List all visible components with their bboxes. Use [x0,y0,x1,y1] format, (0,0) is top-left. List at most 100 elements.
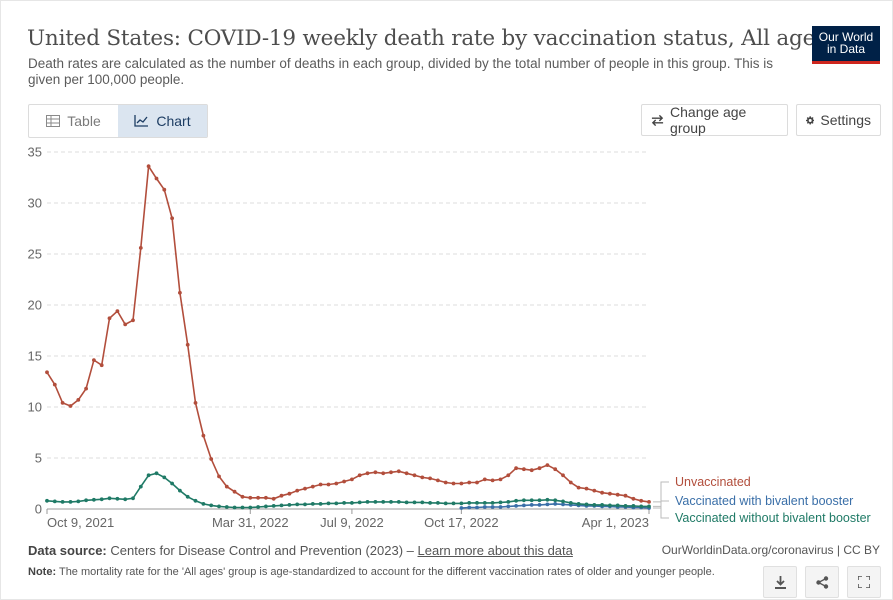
download-icon [774,575,786,589]
tab-table-label: Table [67,113,101,129]
data-point [232,489,237,494]
data-point [326,482,331,487]
data-point [92,358,96,362]
data-point [193,401,198,405]
data-point [185,494,190,499]
data-point [178,290,182,295]
data-point [357,500,362,505]
x-tick-label: Oct 9, 2021 [47,515,114,530]
x-tick-label: Jul 9, 2022 [320,515,384,530]
data-point [545,463,550,467]
settings-button[interactable]: Settings [796,104,881,136]
data-point [99,497,104,502]
data-point [561,473,565,478]
data-point [568,501,573,505]
data-point [84,386,88,391]
data-point [131,318,135,323]
data-point [490,501,495,505]
data-point [545,497,550,502]
legend-label[interactable]: Unvaccinated [675,475,751,489]
data-point [608,491,612,496]
legend-label[interactable]: Vaccinated without bivalent booster [675,511,871,525]
tab-table[interactable]: Table [29,105,118,137]
data-point [475,505,479,510]
data-point [482,477,487,482]
settings-label: Settings [820,112,871,128]
data-point [631,504,636,508]
data-point [248,505,253,510]
data-point [310,502,315,506]
data-point [45,370,49,375]
fullscreen-button[interactable] [847,566,881,598]
data-point [76,499,81,504]
y-tick-label: 0 [35,502,42,517]
citation[interactable]: OurWorldinData.org/coronavirus | CC BY [661,543,880,557]
data-point [592,503,597,507]
data-point [584,502,589,507]
y-tick-label: 25 [28,247,42,262]
data-point [240,505,245,510]
data-point [412,500,417,505]
series-line-2 [46,472,649,509]
change-age-group-button[interactable]: Change age group [641,104,788,136]
legend-connector [653,505,669,519]
data-point [326,501,331,506]
data-point [467,501,472,505]
tab-chart[interactable]: Chart [118,105,207,137]
data-point [287,491,292,496]
data-point [522,467,526,472]
data-point [334,481,339,486]
data-point [287,503,292,507]
data-point [123,497,128,502]
learn-more-link[interactable]: Learn more about this data [417,543,573,558]
data-point [115,309,120,313]
data-point [310,484,315,489]
data-point [350,477,354,482]
data-point [420,500,425,505]
data-point [459,506,464,510]
data-point [92,497,96,502]
data-point [522,498,526,503]
data-point [154,471,159,476]
change-age-group-label: Change age group [670,104,747,136]
data-point [514,466,518,471]
data-point [60,500,65,504]
data-point [185,342,190,347]
data-point [342,501,346,505]
owid-logo[interactable]: Our World in Data [812,26,880,64]
data-point [170,216,175,221]
data-point [529,503,534,507]
data-point [576,485,581,490]
data-point [162,475,167,480]
data-point [201,502,206,506]
legend-label[interactable]: Vaccinated with bivalent booster [675,494,853,508]
data-point [138,246,143,250]
data-point [209,503,214,508]
data-point [498,477,503,482]
data-point [443,501,448,506]
data-point [318,482,323,487]
note-label: Note: [28,566,57,578]
source-label: Data source: [28,543,107,558]
series-line-0 [46,163,650,503]
legend-connector [653,481,669,503]
data-point [639,504,644,509]
data-point [107,496,112,501]
data-point [576,502,581,506]
data-point [357,473,362,478]
share-button[interactable] [805,566,839,598]
data-point [475,501,479,505]
data-point [506,500,511,504]
data-point [506,473,511,478]
data-point [623,504,628,508]
data-point [615,492,620,497]
y-tick-label: 35 [28,145,42,160]
gear-icon [806,115,815,125]
data-point [529,498,534,503]
data-point [193,498,198,503]
data-point [553,502,558,506]
data-point [178,488,182,493]
data-point [99,363,104,368]
download-button[interactable] [763,566,797,598]
data-point [514,498,518,503]
